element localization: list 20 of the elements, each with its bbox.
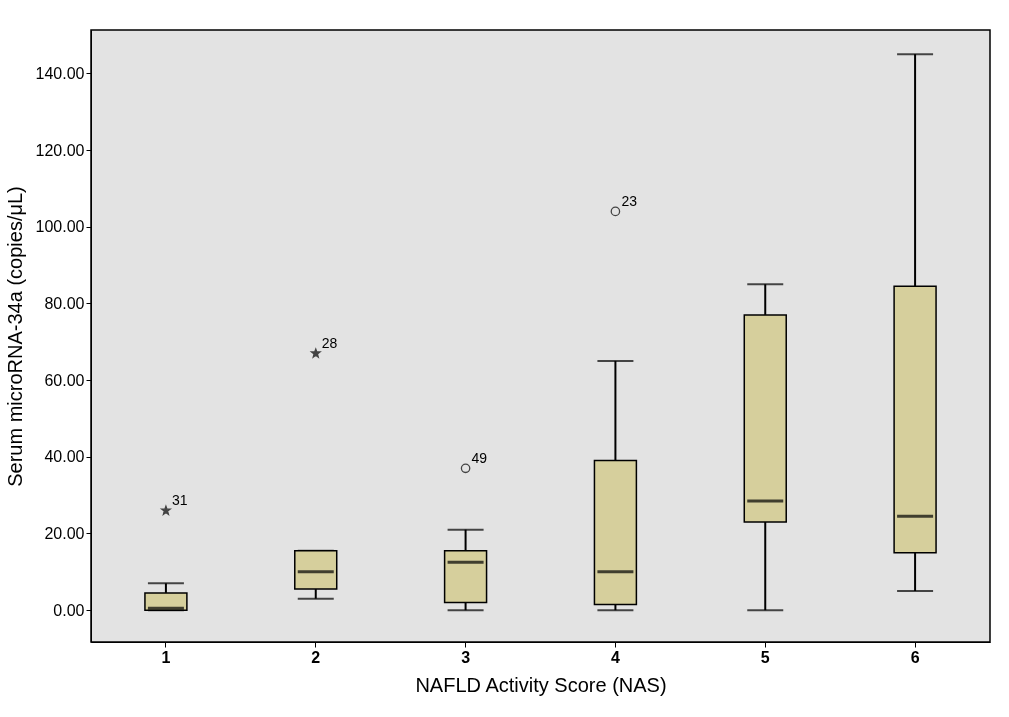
y-tick-label: 140.00 [35, 64, 85, 82]
x-tick-label: 6 [910, 648, 920, 666]
y-tick-label: 80.00 [44, 294, 85, 312]
x-tick-label: 4 [610, 648, 620, 666]
annotation: 23 [621, 193, 638, 210]
y-tick-label: 120.00 [35, 141, 85, 159]
x-axis-title: NAFLD Activity Score (NAS) [415, 673, 667, 696]
x-tick-label: 1 [161, 648, 171, 666]
annotation: 28 [321, 335, 338, 352]
y-tick-label: 0.00 [53, 601, 85, 619]
x-tick-label: 5 [760, 648, 770, 666]
y-tick-label: 100.00 [35, 218, 85, 236]
y-tick-label: 40.00 [44, 448, 85, 466]
annotation: 31 [171, 492, 188, 509]
x-tick-label: 2 [311, 648, 321, 666]
x-tick-label: 3 [461, 648, 471, 666]
annotation: 49 [471, 450, 488, 467]
y-tick-label: 60.00 [44, 371, 85, 389]
y-tick-label: 20.00 [44, 524, 85, 542]
y-axis-title: Serum microRNA-34a (copies/μL) [3, 186, 26, 487]
